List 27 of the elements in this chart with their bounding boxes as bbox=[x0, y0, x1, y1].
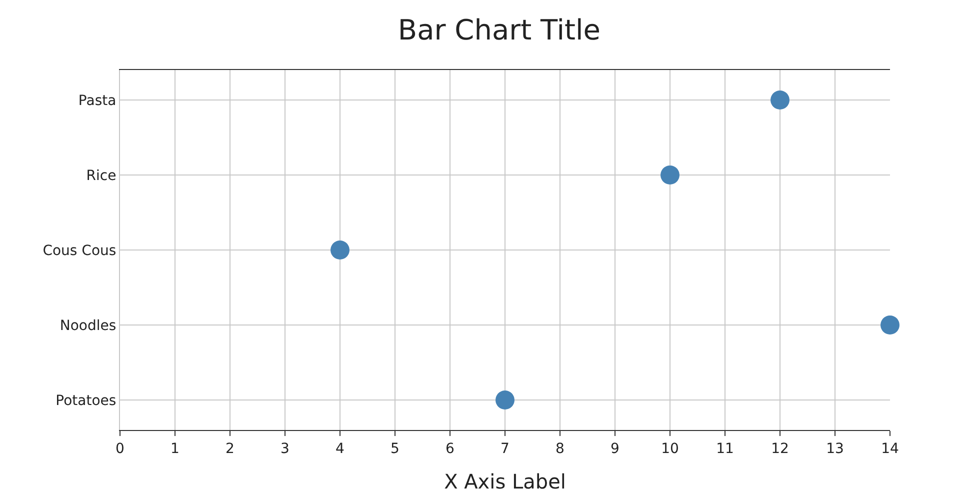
x-tick-label: 10 bbox=[661, 440, 679, 457]
x-tick-label: 3 bbox=[280, 440, 290, 457]
point bbox=[770, 90, 790, 110]
point bbox=[880, 316, 900, 334]
x-axis-title: X Axis Label bbox=[444, 469, 566, 494]
x-tick-label: 0 bbox=[116, 440, 124, 457]
point bbox=[496, 390, 514, 410]
x-tick-label: 14 bbox=[881, 440, 899, 457]
y-tick-label: Rice bbox=[86, 168, 116, 184]
x-tick-label: 1 bbox=[170, 440, 180, 457]
x-tick-label: 13 bbox=[826, 440, 844, 457]
x-tick-label: 11 bbox=[716, 440, 734, 457]
y-tick-label: Cous Cous bbox=[42, 242, 116, 259]
x-tick-label: 7 bbox=[500, 440, 510, 457]
x-tick-label: 8 bbox=[556, 440, 564, 457]
point bbox=[660, 166, 680, 184]
point bbox=[330, 240, 350, 260]
x-tick-label: 9 bbox=[610, 440, 620, 457]
chart-title: Bar Chart Title bbox=[398, 14, 601, 47]
y-tick-label: Potatoes bbox=[56, 392, 116, 409]
y-tick-label: Pasta bbox=[78, 92, 116, 109]
x-tick-label: 12 bbox=[771, 440, 789, 457]
x-tick-label: 5 bbox=[390, 440, 400, 457]
x-tick-label: 6 bbox=[446, 440, 455, 457]
x-tick-label: 2 bbox=[226, 440, 234, 457]
y-tick-label: Noodles bbox=[60, 318, 116, 334]
x-tick-label: 4 bbox=[336, 440, 345, 457]
